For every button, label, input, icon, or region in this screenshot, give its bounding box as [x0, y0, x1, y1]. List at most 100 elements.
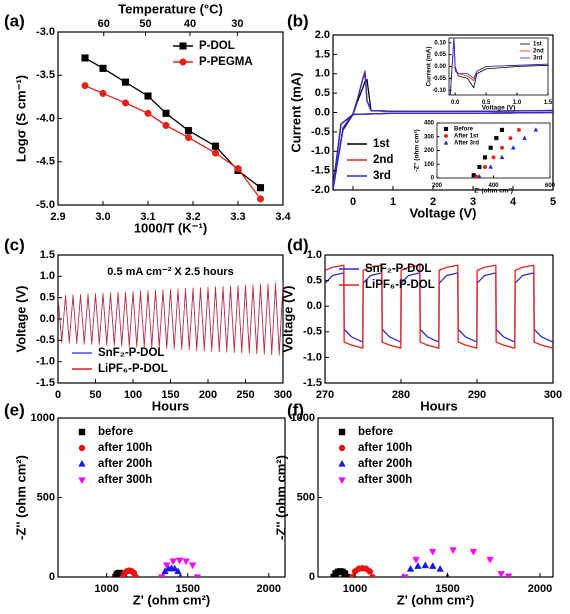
legend-label: 2nd [533, 49, 544, 55]
x-tick-label: 2000 [257, 583, 281, 595]
x2-tick-label: 50 [139, 18, 151, 30]
legend-label: SnF₂-P-DOL [365, 263, 431, 275]
y-tick-label: 0 [431, 176, 435, 182]
x-tick-label: 2000 [528, 583, 552, 595]
plot-frame [57, 417, 286, 578]
panel-label: (c) [4, 235, 25, 254]
marker [121, 99, 130, 107]
series-line [325, 264, 553, 349]
marker [162, 562, 171, 570]
x-tick-label: 3 [470, 196, 476, 208]
marker [99, 89, 107, 97]
x-tick-label: 150 [161, 389, 179, 401]
y-tick-label: -0.05 [432, 76, 446, 82]
x-tick-label: 600 [545, 183, 556, 189]
marker [488, 145, 493, 150]
x-tick-label: 1 [390, 196, 396, 208]
x-tick-label: 1500 [175, 583, 199, 595]
marker [449, 547, 457, 555]
y-tick-label: 1.0 [315, 68, 330, 80]
marker [78, 428, 86, 436]
y-tick-label: -5.0 [36, 199, 55, 211]
marker [443, 126, 449, 132]
marker [179, 58, 187, 66]
marker [477, 164, 482, 170]
panel: 0 50 100 150 200 250 300 -1.5 -1.0 -0.5 0.0 0.5 1.0 1… [4, 235, 292, 413]
y-tick-label: 0.0 [315, 106, 330, 118]
marker [175, 557, 184, 565]
marker [482, 155, 488, 160]
x-tick-label: 300 [544, 389, 562, 401]
marker [211, 149, 220, 157]
marker [81, 54, 89, 62]
series-line [449, 38, 548, 95]
x-axis-title: 1000/T (K⁻¹) [134, 220, 207, 235]
marker [211, 142, 220, 150]
legend-label: After 3rd [454, 141, 479, 147]
marker [533, 127, 539, 132]
x-axis-title: Hours [420, 398, 458, 413]
x-tick-label: 2.9 [50, 211, 65, 223]
marker [256, 184, 265, 192]
x2-tick-label: 60 [98, 18, 110, 30]
x-axis-title: Z' (ohm cm²) [397, 592, 474, 607]
marker [477, 173, 482, 178]
legend-label: After 1st [454, 134, 478, 140]
y-tick-label: 0.05 [434, 52, 446, 58]
legend-label: LiPF₆-P-DOL [98, 363, 168, 375]
panel-label: (f) [287, 400, 304, 419]
plot-data [330, 547, 513, 577]
marker [499, 145, 505, 150]
x-tick-label: 270 [316, 389, 334, 401]
plot-frame [317, 417, 554, 578]
marker [78, 459, 86, 467]
panel-label: (e) [4, 400, 25, 419]
marker [174, 567, 182, 575]
x2-tick-label: 40 [184, 18, 196, 30]
y-tick-label: 400 [424, 121, 435, 127]
legend-label: after 100h [358, 442, 412, 454]
marker [443, 133, 449, 139]
plot-data [325, 264, 553, 349]
legend-label: 3rd [533, 56, 543, 62]
marker [99, 64, 107, 72]
y-axis-title: Logσ (S cm⁻¹) [13, 75, 28, 162]
marker [338, 459, 346, 467]
y-tick-label: -3.5 [36, 69, 55, 81]
panel-label: (b) [287, 11, 309, 30]
y-axis-title: Current (mA) [426, 46, 433, 86]
series-line [58, 282, 283, 356]
marker [338, 477, 346, 485]
legend-label: 3rd [373, 170, 391, 182]
legend-label: P-DOL [199, 40, 235, 52]
y-tick-label: -4.5 [36, 156, 55, 168]
x-tick-label: 3.1 [140, 211, 155, 223]
marker [443, 140, 449, 145]
y-tick-label: -1.5 [303, 377, 322, 389]
marker [429, 548, 437, 556]
marker [338, 444, 346, 452]
y-tick-label: 100 [424, 162, 435, 168]
marker [171, 564, 179, 572]
legend-label: after 300h [358, 474, 412, 486]
y-tick-label: 500 [297, 491, 315, 503]
panel-label: (d) [287, 235, 309, 254]
marker [499, 127, 505, 132]
marker [178, 572, 183, 577]
y-tick-label: 2.0 [315, 29, 330, 41]
y-tick-label: 0 [49, 571, 55, 583]
panel: 1000 1500 2000 0 500 1000 Z' (ohm cm²) -Z'' (oh… [273, 400, 554, 607]
marker [469, 548, 478, 556]
x-tick-label: 1.5 [544, 100, 553, 106]
plot-frame [448, 37, 549, 96]
y-tick-label: 1.0 [40, 270, 55, 282]
y-tick-label: 1.0 [307, 249, 322, 261]
y-tick-label: 1.5 [40, 249, 55, 261]
marker [516, 127, 521, 132]
marker [182, 558, 190, 566]
marker [366, 568, 374, 575]
y-axis-title: -Z'' (ohm cm²) [414, 129, 421, 171]
y-tick-label: -1.5 [36, 377, 55, 389]
y-tick-label: 200 [424, 148, 435, 154]
